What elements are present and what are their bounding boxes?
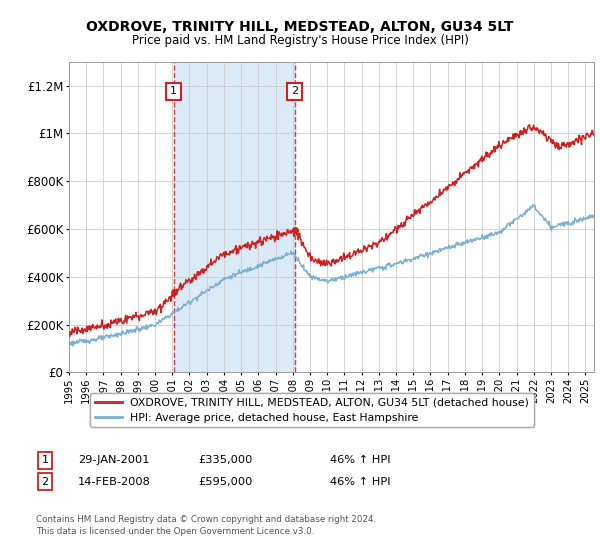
Text: 46% ↑ HPI: 46% ↑ HPI bbox=[330, 477, 391, 487]
Text: Price paid vs. HM Land Registry's House Price Index (HPI): Price paid vs. HM Land Registry's House … bbox=[131, 34, 469, 46]
Text: This data is licensed under the Open Government Licence v3.0.: This data is licensed under the Open Gov… bbox=[36, 528, 314, 536]
Text: 2: 2 bbox=[291, 86, 298, 96]
Point bbox=[169, 288, 178, 297]
Text: £595,000: £595,000 bbox=[198, 477, 253, 487]
Bar bbox=[173, 62, 295, 372]
Text: 1: 1 bbox=[170, 86, 177, 96]
Text: £335,000: £335,000 bbox=[198, 455, 253, 465]
Text: Contains HM Land Registry data © Crown copyright and database right 2024.: Contains HM Land Registry data © Crown c… bbox=[36, 515, 376, 524]
Text: OXDROVE, TRINITY HILL, MEDSTEAD, ALTON, GU34 5LT: OXDROVE, TRINITY HILL, MEDSTEAD, ALTON, … bbox=[86, 20, 514, 34]
Text: 29-JAN-2001: 29-JAN-2001 bbox=[78, 455, 149, 465]
Text: 46% ↑ HPI: 46% ↑ HPI bbox=[330, 455, 391, 465]
Text: 2: 2 bbox=[41, 477, 49, 487]
Text: 14-FEB-2008: 14-FEB-2008 bbox=[78, 477, 151, 487]
Legend: OXDROVE, TRINITY HILL, MEDSTEAD, ALTON, GU34 5LT (detached house), HPI: Average : OXDROVE, TRINITY HILL, MEDSTEAD, ALTON, … bbox=[91, 393, 533, 427]
Point bbox=[290, 226, 299, 235]
Text: 1: 1 bbox=[41, 455, 49, 465]
